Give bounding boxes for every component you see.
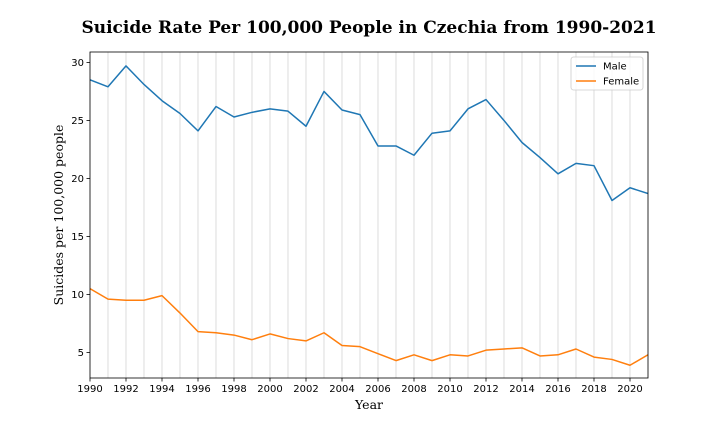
x-tick-label: 2016 bbox=[545, 384, 570, 395]
y-tick-label: 30 bbox=[71, 58, 84, 69]
y-tick-label: 25 bbox=[71, 116, 84, 127]
y-axis-label: Suicides per 100,000 people bbox=[51, 125, 66, 306]
y-tick-label: 20 bbox=[71, 174, 84, 185]
x-tick-label: 2010 bbox=[437, 384, 462, 395]
legend-label-male: Male bbox=[603, 62, 627, 73]
x-tick-label: 2014 bbox=[509, 384, 534, 395]
y-tick-label: 15 bbox=[71, 232, 84, 243]
x-tick-label: 1990 bbox=[77, 384, 102, 395]
series-line-male bbox=[90, 65, 648, 202]
x-tick-label: 2000 bbox=[257, 384, 282, 395]
plot-frame bbox=[89, 51, 649, 379]
legend-label-female: Female bbox=[603, 77, 639, 88]
x-tick-label: 1998 bbox=[221, 384, 246, 395]
legend: Male Female bbox=[570, 56, 644, 91]
chart-title: Suicide Rate Per 100,000 People in Czech… bbox=[81, 18, 656, 38]
y-tick-label: 10 bbox=[71, 290, 84, 301]
x-tick-label: 2008 bbox=[401, 384, 426, 395]
x-tick-label: 2006 bbox=[365, 384, 390, 395]
x-tick-label: 2002 bbox=[293, 384, 318, 395]
x-axis-ticks: 1990 1992 1994 1996 1998 2000 2002 2004 2006 2008… bbox=[77, 378, 643, 395]
x-tick-label: 1994 bbox=[149, 384, 174, 395]
series-line-female bbox=[90, 288, 648, 366]
x-tick-label: 1992 bbox=[113, 384, 138, 395]
grid bbox=[89, 52, 649, 378]
x-tick-label: 1996 bbox=[185, 384, 210, 395]
x-tick-label: 2004 bbox=[329, 384, 354, 395]
x-axis-label: Year bbox=[354, 397, 383, 412]
series-group bbox=[90, 65, 648, 366]
y-tick-label: 5 bbox=[78, 348, 84, 359]
y-axis-ticks: 5 10 15 20 25 30 bbox=[71, 58, 90, 359]
x-tick-label: 2012 bbox=[473, 384, 498, 395]
x-tick-label: 2020 bbox=[617, 384, 642, 395]
x-tick-label: 2018 bbox=[581, 384, 606, 395]
